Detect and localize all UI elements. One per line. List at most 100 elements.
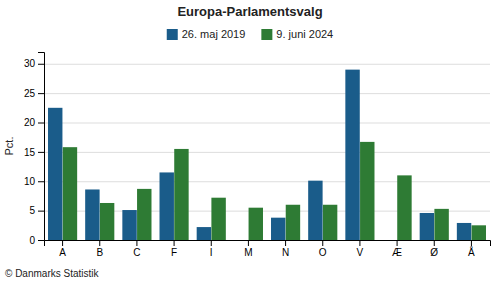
tick-label: 25: [24, 88, 36, 99]
tick-mark: [471, 240, 472, 246]
x-tick: O: [319, 240, 327, 258]
legend-swatch: [167, 29, 178, 40]
tick-mark: [322, 240, 323, 246]
grid: [44, 64, 490, 240]
grid-tick: [44, 152, 490, 153]
tick-mark: [136, 240, 137, 246]
tick-label: A: [59, 247, 66, 258]
bar: [122, 210, 136, 240]
grid-line: [44, 181, 490, 182]
tick-mark: [434, 240, 435, 246]
bar: [434, 209, 448, 240]
y-axis-line: [38, 53, 45, 241]
y-tick: 20: [24, 117, 44, 128]
bar: [472, 225, 486, 240]
bar: [383, 240, 397, 241]
grid-line: [44, 93, 490, 94]
bar: [100, 203, 114, 240]
x-tick: C: [133, 240, 140, 258]
x-tick: I: [210, 240, 213, 258]
tick-mark: [285, 240, 286, 246]
title: Europa-Parlamentsvalg: [177, 4, 322, 19]
tick-mark: [38, 152, 44, 153]
chart: Europa-Parlamentsvalg051015202530ABCFIMN…: [0, 0, 500, 282]
bar: [420, 213, 434, 240]
y-axis-title: Pct.: [3, 137, 15, 156]
bar: [308, 181, 322, 240]
bar: [457, 223, 471, 240]
tick-label: M: [244, 247, 252, 258]
bars: [48, 70, 486, 240]
y-tick: 10: [24, 176, 44, 187]
grid-tick: [44, 64, 490, 65]
bar: [197, 227, 211, 240]
bar: [63, 147, 77, 240]
tick-mark: [211, 240, 212, 246]
bar: [360, 142, 374, 240]
tick-label: Å: [468, 246, 475, 258]
x-tick: Æ: [392, 240, 402, 258]
bar: [174, 149, 188, 240]
x-axis: ABCFIMNOVÆØÅ: [45, 240, 491, 258]
tick-label: 0: [29, 235, 35, 246]
plot: 051015202530ABCFIMNOVÆØÅ: [24, 53, 491, 259]
bar: [160, 172, 174, 240]
bar: [345, 70, 359, 240]
grid-line: [44, 152, 490, 153]
bar: [286, 205, 300, 240]
x-tick: Ø: [430, 240, 438, 258]
tick-label: 20: [24, 117, 36, 128]
x-axis-line: [45, 241, 491, 247]
tick-label: V: [357, 247, 364, 258]
tick-mark: [248, 240, 249, 246]
legend-item: 26. maj 2019: [167, 28, 246, 40]
tick-mark: [174, 240, 175, 246]
series: [48, 70, 471, 240]
tick-label: O: [319, 247, 327, 258]
bar: [234, 240, 248, 241]
bar: [249, 208, 263, 240]
bar: [397, 175, 411, 240]
series: [63, 142, 486, 240]
y-tick: 5: [29, 205, 44, 216]
x-tick: A: [59, 240, 66, 258]
tick-label: 5: [29, 205, 35, 216]
legend-swatch: [261, 29, 272, 40]
tick-label: B: [96, 247, 103, 258]
tick-label: 30: [24, 58, 36, 69]
tick-mark: [38, 123, 44, 124]
y-tick: 25: [24, 88, 44, 99]
tick-mark: [397, 240, 398, 246]
x-tick: M: [244, 240, 252, 258]
grid-line: [44, 123, 490, 124]
tick-mark: [38, 64, 44, 65]
x-tick: B: [96, 240, 103, 258]
grid-tick: [44, 123, 490, 124]
y-axis: 0 5 10 15 20 25 30: [24, 53, 45, 246]
tick-mark: [62, 240, 63, 246]
grid-tick: [44, 93, 490, 94]
x-tick: F: [171, 240, 177, 258]
legend: 26. maj 2019 9. juni 2024: [167, 28, 334, 40]
tick-mark: [38, 211, 44, 212]
legend-label: 26. maj 2019: [182, 28, 246, 40]
legend-item: 9. juni 2024: [261, 28, 333, 40]
tick-label: C: [133, 247, 140, 258]
bar: [271, 218, 285, 240]
tick-label: 10: [24, 176, 36, 187]
tick-mark: [99, 240, 100, 246]
x-tick: V: [357, 240, 364, 258]
tick-mark: [359, 240, 360, 246]
tick-label: 15: [24, 147, 36, 158]
bar: [211, 198, 225, 240]
tick-label: Æ: [392, 247, 402, 258]
bar: [85, 189, 99, 240]
grid-line: [44, 64, 490, 65]
tick-label: Ø: [430, 247, 438, 258]
tick-label: F: [171, 247, 177, 258]
y-tick: 15: [24, 147, 44, 158]
x-tick: Å: [468, 240, 475, 258]
y-tick: 0: [29, 235, 44, 246]
bar: [48, 108, 62, 240]
y-tick: 30: [24, 58, 44, 69]
